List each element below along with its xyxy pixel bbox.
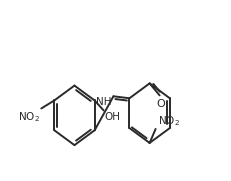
Text: O: O [156, 99, 165, 109]
Text: NH: NH [96, 97, 112, 107]
Text: NO$_2$: NO$_2$ [18, 110, 40, 124]
Text: OH: OH [105, 112, 121, 123]
Text: NO$_2$: NO$_2$ [158, 114, 179, 128]
